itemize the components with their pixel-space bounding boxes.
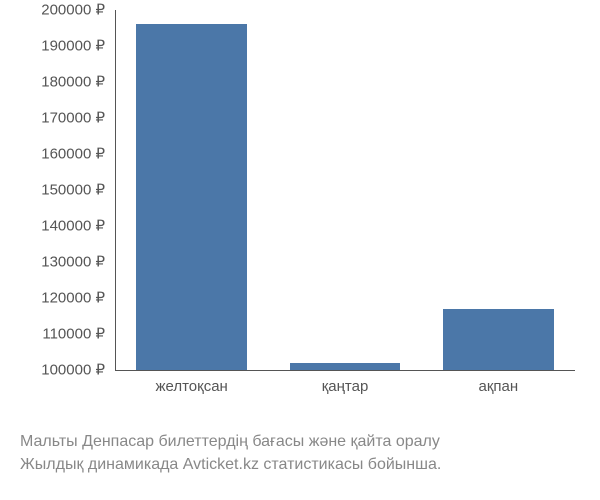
y-tick-label: 100000 ₽ [0, 363, 105, 378]
y-tick-label: 190000 ₽ [0, 39, 105, 54]
bar [290, 363, 400, 370]
bar-chart: 100000 ₽ 110000 ₽ 120000 ₽ 130000 ₽ 140000 ₽… [0, 0, 600, 420]
caption-line-2: Жылдық динамикада Avticket.kz статистика… [20, 453, 600, 476]
x-axis-line [115, 370, 575, 371]
x-tick-label: ақпан [479, 378, 519, 395]
plot-area [115, 10, 575, 370]
y-tick-label: 110000 ₽ [0, 327, 105, 342]
y-tick-label: 120000 ₽ [0, 291, 105, 306]
y-axis: 100000 ₽110000 ₽120000 ₽130000 ₽140000 ₽… [0, 10, 110, 370]
x-tick-label: қаңтар [322, 378, 369, 395]
x-tick-label: желтоқсан [155, 378, 227, 395]
y-axis-line [115, 10, 116, 370]
bar [136, 24, 246, 370]
y-tick-label: 200000 ₽ [0, 3, 105, 18]
bar [443, 309, 553, 370]
y-tick-label: 150000 ₽ [0, 183, 105, 198]
x-axis: желтоқсан қаңтар ақпан [115, 378, 575, 403]
y-tick-label: 140000 ₽ [0, 219, 105, 234]
y-tick-label: 170000 ₽ [0, 111, 105, 126]
y-tick-label: 160000 ₽ [0, 147, 105, 162]
y-tick-label: 130000 ₽ [0, 255, 105, 270]
chart-caption: Мальты Денпасар билеттердің бағасы және … [20, 430, 600, 476]
y-tick-label: 180000 ₽ [0, 75, 105, 90]
caption-line-1: Мальты Денпасар билеттердің бағасы және … [20, 430, 600, 453]
